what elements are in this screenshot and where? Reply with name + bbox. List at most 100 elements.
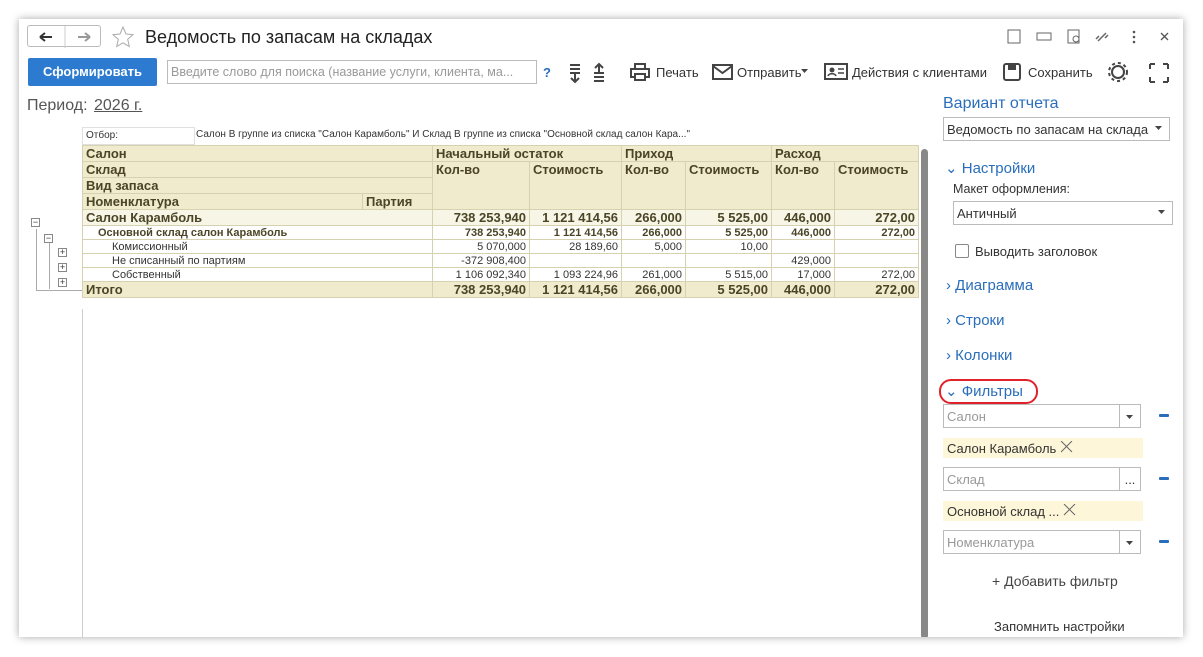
filter-text: Салон В группе из списка "Салон Карамбол…: [196, 129, 690, 140]
tag-text: Основной склад ...: [947, 504, 1060, 519]
cell: 1 106 092,340: [432, 267, 531, 282]
dropdown: [1158, 210, 1165, 214]
nav-buttons[interactable]: [27, 25, 101, 48]
collapse[interactable]: −: [44, 233, 53, 243]
column-header: Кол-во: [432, 161, 531, 210]
section-title: Диаграмма: [955, 277, 1034, 294]
chevron: ⌄: [945, 160, 958, 177]
remember-settings[interactable]: Запомнить настройки: [994, 619, 1125, 634]
group-label: Вид запаса: [81, 177, 434, 194]
field-button[interactable]: ...: [1119, 467, 1141, 491]
save-icon: [1003, 63, 1021, 81]
cell: 5 525,00: [685, 209, 773, 226]
filters-section[interactable]: ⌄ Фильтры: [945, 382, 1023, 400]
row-label: Салон Карамболь: [81, 209, 434, 226]
remove-filter[interactable]: [1159, 414, 1169, 417]
cell: [771, 239, 836, 254]
section[interactable]: › Строки: [946, 312, 1005, 329]
cell: 5 525,00: [685, 281, 773, 298]
settings-section[interactable]: ⌄ Настройки: [945, 159, 1035, 177]
cell: [834, 253, 920, 268]
add-filter[interactable]: + Добавить фильтр: [992, 573, 1118, 589]
variant-label: Вариант отчета: [943, 95, 1059, 112]
cell: 266,000: [621, 281, 687, 298]
section[interactable]: › Колонки: [946, 347, 1012, 364]
group-label: Салон: [81, 145, 434, 162]
placeholder: Склад: [947, 472, 985, 487]
remove-filter[interactable]: [1159, 477, 1169, 480]
placeholder: Номенклатура: [947, 535, 1035, 550]
section-title: Колонки: [955, 347, 1013, 364]
help[interactable]: ?: [543, 65, 551, 80]
print-button[interactable]: Печать: [656, 65, 699, 80]
chevron: ⌄: [945, 383, 958, 400]
column-header: Кол-во: [621, 161, 687, 210]
collapse[interactable]: −: [31, 217, 40, 227]
group-label: Номенклатура: [82, 193, 363, 210]
clients-button[interactable]: Действия с клиентами: [852, 65, 988, 80]
highlight: [939, 379, 1038, 404]
header-row: Салон Начальный остаток Приход Расход: [81, 145, 920, 162]
cell: 17,000: [771, 267, 836, 282]
field-button[interactable]: [1119, 530, 1141, 554]
layout-select[interactable]: Античный: [953, 201, 1173, 225]
filter-field[interactable]: Салон: [943, 404, 1119, 428]
print-icon: [630, 63, 650, 81]
section-title: Строки: [955, 312, 1005, 329]
tree-line: [36, 290, 82, 291]
cell: 5 525,00: [685, 225, 773, 240]
expand[interactable]: +: [58, 247, 67, 257]
header-row: Склад Кол-во Стоимость Кол-во Стоимость Кол-в…: [81, 161, 920, 210]
table-border: [82, 309, 83, 637]
field-button[interactable]: [1119, 404, 1141, 428]
cell: -372 908,400: [432, 253, 531, 268]
generate-button[interactable]: Сформировать: [28, 58, 157, 86]
column-header: Стоимость: [529, 161, 623, 210]
select-button: ...: [1124, 472, 1136, 487]
placeholder: Салон: [947, 409, 986, 424]
tag-remove[interactable]: [1063, 503, 1077, 516]
window-icons[interactable]: [1004, 27, 1174, 47]
filter-field[interactable]: Склад: [943, 467, 1119, 491]
search-input[interactable]: Введите слово для поиска (название услуг…: [167, 60, 537, 84]
cell: 1 121 414,56: [529, 225, 623, 240]
send-button[interactable]: Отправить: [737, 65, 802, 80]
expand[interactable]: +: [58, 277, 67, 287]
cell: 28 189,60: [529, 239, 623, 254]
save-button[interactable]: Сохранить: [1028, 65, 1093, 80]
party-label: Партия: [361, 193, 434, 210]
scrollbar[interactable]: [920, 137, 929, 637]
section[interactable]: › Диаграмма: [946, 277, 1033, 294]
row-label: Собственный: [81, 267, 434, 282]
tag-remove[interactable]: [1060, 440, 1074, 453]
cell: 266,000: [621, 209, 687, 226]
dropdown: [1126, 415, 1133, 419]
cell: 5 070,000: [432, 239, 531, 254]
expand[interactable]: +: [58, 262, 67, 272]
window: Ведомость по запасам на складах Сформиро…: [19, 19, 1183, 637]
data-row: Не списанный по партиям -372 908,400 429,0…: [81, 253, 920, 268]
settings-icons[interactable]: [1107, 61, 1171, 85]
column-group: Расход: [771, 145, 920, 162]
cell: 1 121 414,56: [529, 209, 623, 226]
chevron: ›: [946, 347, 951, 364]
cell: 272,00: [834, 225, 920, 240]
column-header: Стоимость: [685, 161, 773, 210]
tree-line: [36, 229, 37, 291]
remove-filter[interactable]: [1159, 540, 1169, 543]
period-value[interactable]: 2026 г.: [94, 97, 143, 114]
cell: 10,00: [685, 239, 773, 254]
column-group: Начальный остаток: [432, 145, 623, 162]
filter-field[interactable]: Номенклатура: [943, 530, 1119, 554]
filter-label: Отбор:: [82, 127, 195, 145]
sort-icons[interactable]: [567, 61, 615, 85]
filter-tag: Основной склад ...: [943, 501, 1143, 521]
variant-value: Ведомость по запасам на склада: [947, 122, 1149, 137]
variant-select[interactable]: Ведомость по запасам на склада: [943, 117, 1170, 141]
cell: 272,00: [834, 281, 920, 298]
checkbox[interactable]: [955, 244, 969, 258]
filters-title: Фильтры: [961, 383, 1023, 400]
favorite-star[interactable]: [111, 25, 135, 49]
cell: 446,000: [771, 209, 836, 226]
